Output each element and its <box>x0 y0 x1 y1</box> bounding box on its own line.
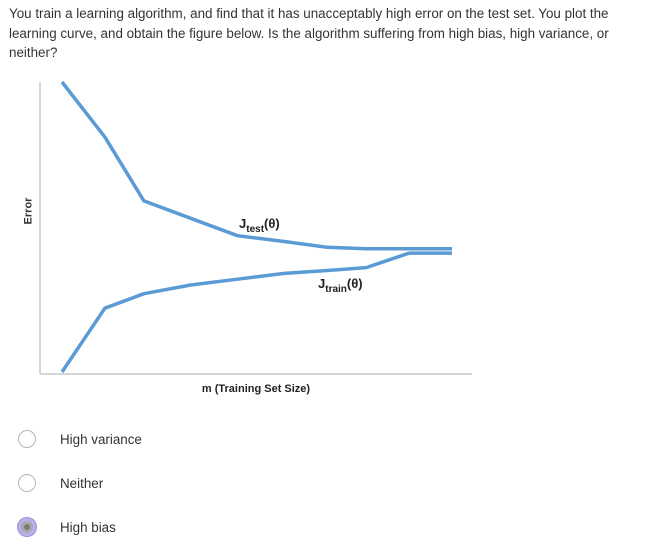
series-label-test-sub: test <box>246 224 264 235</box>
option-high-bias[interactable]: High bias <box>18 514 116 540</box>
series-line-train <box>60 251 452 373</box>
series-label-train-tail: (θ) <box>347 276 363 291</box>
question-text: You train a learning algorithm, and find… <box>9 6 609 60</box>
y-axis-label: Error <box>22 197 35 225</box>
series-label-test: Jtest(θ) <box>239 216 280 235</box>
series-label-train-main: J <box>318 276 325 291</box>
series-label-test-tail: (θ) <box>264 216 280 231</box>
option-high-variance[interactable]: High variance <box>18 426 142 452</box>
x-axis-label: m (Training Set Size) <box>202 383 311 395</box>
radio-high-bias[interactable] <box>18 518 36 536</box>
series-label-test-main: J <box>239 216 246 231</box>
option-label: High variance <box>60 431 142 447</box>
series-line-test <box>60 80 452 251</box>
radio-high-variance[interactable] <box>18 430 36 448</box>
option-label: Neither <box>60 475 104 491</box>
option-neither[interactable]: Neither <box>18 470 103 496</box>
radio-neither[interactable] <box>18 474 36 492</box>
series-label-train: Jtrain(θ) <box>318 276 363 295</box>
series-layer <box>60 80 452 373</box>
series-label-train-sub: train <box>325 284 347 295</box>
option-label: High bias <box>60 519 116 535</box>
